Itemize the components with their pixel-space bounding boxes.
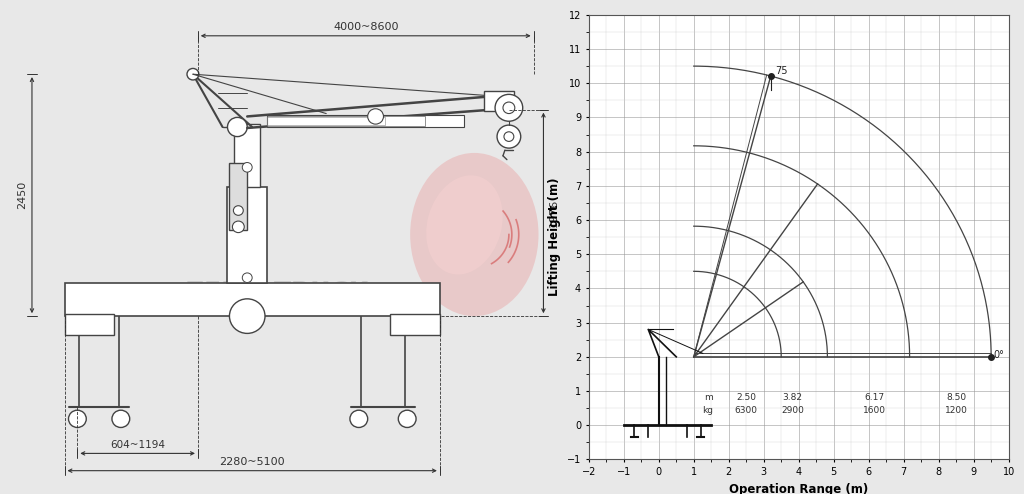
Circle shape: [398, 410, 416, 427]
Bar: [267, 117, 425, 126]
Bar: [267, 116, 465, 127]
Text: kg: kg: [702, 406, 713, 414]
X-axis label: Operation Range (m): Operation Range (m): [729, 483, 868, 494]
Text: 8.50: 8.50: [946, 393, 967, 402]
Circle shape: [243, 163, 252, 172]
Text: 2280~5100: 2280~5100: [219, 457, 285, 467]
Circle shape: [227, 118, 247, 137]
Circle shape: [69, 410, 86, 427]
Circle shape: [497, 125, 521, 148]
Text: 604~1194: 604~1194: [111, 440, 165, 450]
Circle shape: [350, 410, 368, 427]
Bar: [267, 118, 385, 125]
Text: ZEEC  TRUCK: ZEEC TRUCK: [185, 280, 368, 304]
Bar: [234, 124, 260, 187]
Text: 6.17: 6.17: [864, 393, 885, 402]
Ellipse shape: [411, 153, 539, 316]
Circle shape: [503, 102, 515, 114]
Text: 6300: 6300: [735, 406, 758, 414]
Circle shape: [368, 109, 383, 124]
Bar: [390, 314, 439, 335]
Text: 1200: 1200: [945, 406, 968, 414]
Text: 1600: 1600: [863, 406, 886, 414]
Bar: [227, 187, 267, 283]
Ellipse shape: [426, 175, 503, 275]
Text: 2900: 2900: [781, 406, 804, 414]
Text: 2450: 2450: [17, 181, 27, 209]
Text: m: m: [705, 393, 713, 402]
Text: 75: 75: [775, 66, 787, 76]
Text: 4000~8600: 4000~8600: [333, 22, 398, 32]
Bar: [65, 314, 114, 335]
Bar: [229, 163, 247, 230]
Text: 1976: 1976: [549, 199, 558, 227]
Circle shape: [187, 69, 199, 80]
Circle shape: [504, 132, 514, 141]
Circle shape: [112, 410, 130, 427]
Bar: [65, 283, 439, 316]
Circle shape: [495, 94, 522, 121]
Bar: [484, 91, 514, 111]
Circle shape: [229, 299, 265, 333]
Text: 3.82: 3.82: [782, 393, 803, 402]
Circle shape: [243, 273, 252, 283]
Y-axis label: Lifting Height (m): Lifting Height (m): [549, 178, 561, 296]
Text: 0°: 0°: [993, 350, 1004, 360]
Circle shape: [232, 221, 245, 233]
Text: 2.50: 2.50: [736, 393, 757, 402]
Circle shape: [233, 206, 244, 215]
